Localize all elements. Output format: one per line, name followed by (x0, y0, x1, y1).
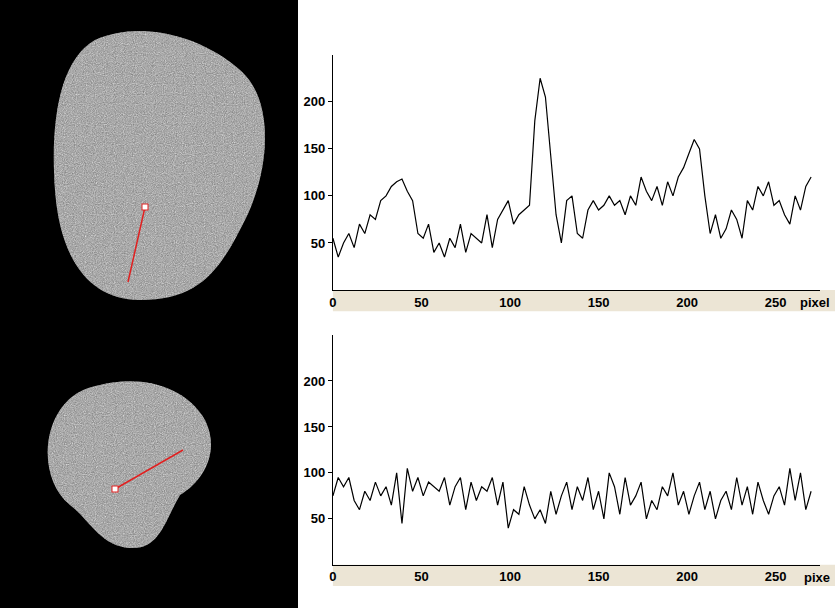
svg-text:150: 150 (588, 295, 610, 310)
svg-text:150: 150 (304, 141, 326, 156)
svg-text:50: 50 (311, 236, 325, 251)
svg-text:150: 150 (304, 419, 326, 434)
svg-text:50: 50 (414, 295, 428, 310)
svg-text:200: 200 (304, 94, 326, 109)
svg-text:0: 0 (329, 295, 336, 310)
svg-text:pixe: pixe (804, 570, 830, 585)
svg-text:100: 100 (304, 188, 326, 203)
svg-text:100: 100 (499, 569, 521, 584)
svg-text:200: 200 (676, 569, 698, 584)
svg-text:50: 50 (414, 569, 428, 584)
svg-text:50: 50 (311, 511, 325, 526)
svg-text:250: 250 (765, 569, 787, 584)
svg-text:200: 200 (304, 374, 326, 389)
svg-text:150: 150 (588, 569, 610, 584)
svg-text:0: 0 (329, 569, 336, 584)
svg-text:100: 100 (304, 465, 326, 480)
svg-text:100: 100 (499, 295, 521, 310)
svg-text:pixel: pixel (800, 295, 830, 310)
svg-text:200: 200 (676, 295, 698, 310)
svg-text:250: 250 (765, 295, 787, 310)
